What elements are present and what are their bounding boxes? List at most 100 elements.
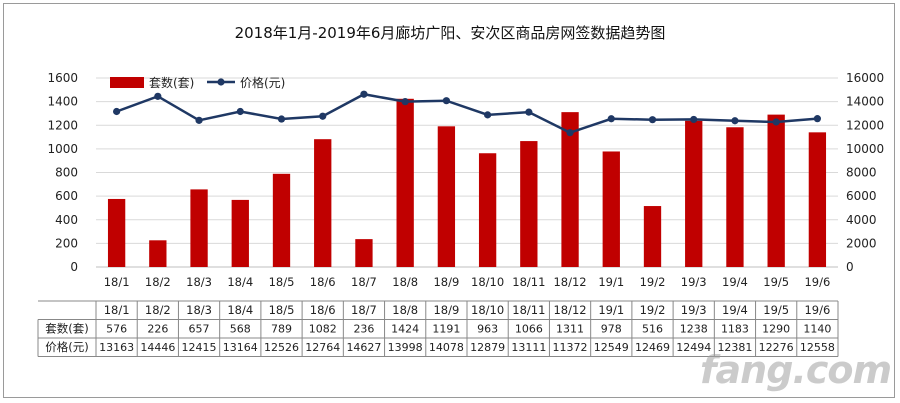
bar-19/3 bbox=[685, 120, 703, 267]
table-cell: 12469 bbox=[635, 341, 670, 354]
price-point-18/2 bbox=[154, 92, 162, 100]
table-cell: 11372 bbox=[553, 341, 588, 354]
x-tick-label: 19/5 bbox=[763, 275, 789, 289]
table-cell: 12558 bbox=[800, 341, 835, 354]
y-right-tick-label: 0 bbox=[846, 260, 854, 274]
bar-18/4 bbox=[231, 199, 249, 267]
table-cell: 1082 bbox=[309, 323, 337, 336]
table-header-cell: 19/2 bbox=[640, 303, 666, 317]
price-point-18/8 bbox=[401, 98, 409, 106]
table-cell: 1424 bbox=[391, 323, 419, 336]
y-right-tick-label: 2000 bbox=[846, 236, 877, 250]
bar-18/1 bbox=[107, 198, 126, 267]
price-point-18/12 bbox=[566, 129, 574, 137]
x-tick-label: 18/9 bbox=[433, 275, 459, 289]
y-right-tick-label: 8000 bbox=[846, 166, 877, 180]
bar-18/5 bbox=[272, 173, 291, 267]
table-row-header: 价格(元) bbox=[45, 340, 88, 354]
table-header-cell: 19/1 bbox=[598, 303, 624, 317]
y-left-tick-label: 800 bbox=[55, 166, 78, 180]
bar-18/8 bbox=[396, 98, 414, 267]
table-cell: 12494 bbox=[676, 341, 711, 354]
table-header-cell: 18/12 bbox=[553, 303, 586, 317]
x-tick-label: 19/3 bbox=[681, 275, 707, 289]
table-cell: 12276 bbox=[759, 341, 794, 354]
price-point-18/11 bbox=[525, 108, 533, 116]
price-point-19/2 bbox=[648, 116, 657, 124]
bar-18/6 bbox=[314, 139, 332, 267]
table-cell: 13164 bbox=[223, 341, 258, 354]
bar-18/11 bbox=[520, 141, 538, 267]
legend-bar-swatch bbox=[110, 77, 144, 88]
x-tick-label: 18/4 bbox=[227, 275, 253, 289]
price-point-18/1 bbox=[113, 107, 121, 116]
table-cell: 1066 bbox=[515, 323, 543, 336]
price-line bbox=[116, 92, 818, 135]
price-point-18/9 bbox=[442, 97, 450, 105]
table-cell: 1140 bbox=[803, 323, 831, 336]
table-header-cell: 18/3 bbox=[186, 303, 212, 317]
bar-18/7 bbox=[355, 239, 373, 267]
table-cell: 657 bbox=[189, 323, 210, 336]
legend-bar-label: 套数(套) bbox=[149, 75, 194, 90]
price-point-19/1 bbox=[607, 115, 615, 123]
y-right-tick-label: 4000 bbox=[846, 213, 877, 227]
bar-18/10 bbox=[478, 153, 497, 267]
y-right-tick-label: 16000 bbox=[846, 71, 884, 85]
watermark-logo: fang.com bbox=[700, 348, 892, 392]
x-tick-label: 18/12 bbox=[553, 275, 586, 289]
table-header-cell: 18/2 bbox=[145, 303, 171, 317]
table-cell: 12415 bbox=[182, 341, 217, 354]
table-cell: 963 bbox=[477, 323, 498, 336]
x-tick-label: 18/7 bbox=[351, 275, 377, 289]
table-cell: 13163 bbox=[99, 341, 134, 354]
x-tick-label: 19/2 bbox=[640, 275, 666, 289]
y-left-tick-label: 1000 bbox=[47, 142, 78, 156]
table-header-cell: 18/6 bbox=[310, 303, 336, 317]
table-header-cell: 18/1 bbox=[104, 303, 130, 317]
table-cell: 12526 bbox=[264, 341, 299, 354]
table-header-cell: 19/6 bbox=[804, 303, 830, 317]
price-point-18/5 bbox=[277, 115, 286, 123]
table-header-cell: 18/4 bbox=[227, 303, 253, 317]
x-tick-label: 19/4 bbox=[722, 275, 748, 289]
y-right-tick-label: 14000 bbox=[846, 95, 884, 109]
x-tick-label: 19/6 bbox=[804, 275, 830, 289]
x-tick-label: 18/11 bbox=[512, 275, 545, 289]
table-cell: 516 bbox=[642, 323, 663, 336]
table-header-cell: 19/4 bbox=[722, 303, 748, 317]
bar-19/6 bbox=[808, 132, 827, 267]
bar-19/5 bbox=[767, 114, 785, 268]
table-cell: 12764 bbox=[305, 341, 340, 354]
bar-18/3 bbox=[190, 189, 208, 267]
x-tick-label: 19/1 bbox=[598, 275, 624, 289]
bar-18/12 bbox=[561, 112, 579, 267]
y-right-tick-label: 12000 bbox=[846, 118, 884, 132]
bar-18/9 bbox=[437, 126, 456, 267]
x-tick-label: 18/5 bbox=[269, 275, 295, 289]
price-point-19/5 bbox=[772, 118, 780, 126]
table-header-cell: 18/8 bbox=[392, 303, 418, 317]
table-cell: 14078 bbox=[429, 341, 464, 354]
price-point-18/10 bbox=[484, 111, 492, 119]
price-point-19/6 bbox=[813, 115, 821, 123]
price-point-18/3 bbox=[195, 116, 203, 124]
bar-19/4 bbox=[726, 127, 744, 268]
legend-line-marker bbox=[217, 78, 225, 86]
table-cell: 226 bbox=[147, 323, 168, 336]
bar-19/2 bbox=[643, 206, 662, 267]
bar-18/2 bbox=[149, 240, 167, 267]
bar-19/1 bbox=[602, 151, 620, 267]
chart-title: 2018年1月-2019年6月廊坊广阳、安次区商品房网签数据趋势图 bbox=[234, 24, 666, 42]
table-cell: 1191 bbox=[432, 323, 460, 336]
table-header-cell: 18/11 bbox=[512, 303, 545, 317]
table-cell: 978 bbox=[601, 323, 622, 336]
table-header-cell: 18/9 bbox=[433, 303, 459, 317]
y-left-tick-label: 600 bbox=[55, 189, 78, 203]
table-cell: 12549 bbox=[594, 341, 629, 354]
table-header-cell: 18/10 bbox=[471, 303, 504, 317]
x-tick-label: 18/2 bbox=[145, 275, 171, 289]
table-cell: 236 bbox=[353, 323, 374, 336]
y-left-tick-label: 0 bbox=[70, 260, 78, 274]
table-cell: 1290 bbox=[762, 323, 790, 336]
